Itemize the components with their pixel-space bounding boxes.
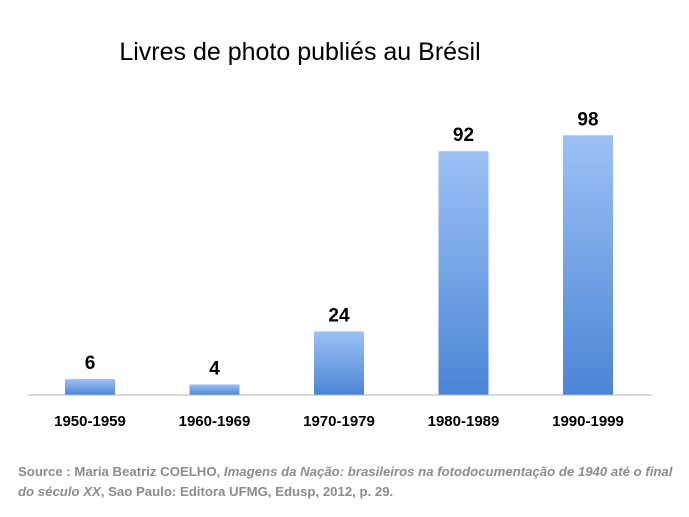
source-prefix: Source : Maria Beatriz COELHO, <box>18 464 224 479</box>
data-label-1980-1989: 92 <box>453 125 474 146</box>
category-label-1980-1989: 1980-1989 <box>428 413 500 430</box>
source-note: Source : Maria Beatriz COELHO, Imagens d… <box>18 462 678 502</box>
data-label-1970-1979: 24 <box>328 305 350 326</box>
data-label-1960-1969: 4 <box>209 358 220 379</box>
bar-1960-1969 <box>189 384 240 395</box>
category-label-1960-1969: 1960-1969 <box>179 413 251 430</box>
source-title: Imagens da Nação: brasileiros na fotodoc… <box>18 464 673 499</box>
category-label-1990-1999: 1990-1999 <box>552 413 624 430</box>
chart-title: Livres de photo publiés au Brésil <box>119 38 481 66</box>
bar-1990-1999 <box>563 135 613 396</box>
bar-chart: 6 1950-1959 4 1960-1969 24 1970-1979 92 1980-19… <box>28 109 652 430</box>
bar-1950-1959 <box>65 379 115 395</box>
category-label-1970-1979: 1970-1979 <box>303 413 375 430</box>
data-label-1950-1959: 6 <box>85 353 96 374</box>
category-label-1950-1959: 1950-1959 <box>54 413 126 430</box>
data-label-1990-1999: 98 <box>577 109 598 130</box>
bar-1970-1979 <box>314 331 364 395</box>
bar-1980-1989 <box>438 151 489 395</box>
source-suffix: , Sao Paulo: Editora UFMG, Edusp, 2012, … <box>100 484 394 499</box>
